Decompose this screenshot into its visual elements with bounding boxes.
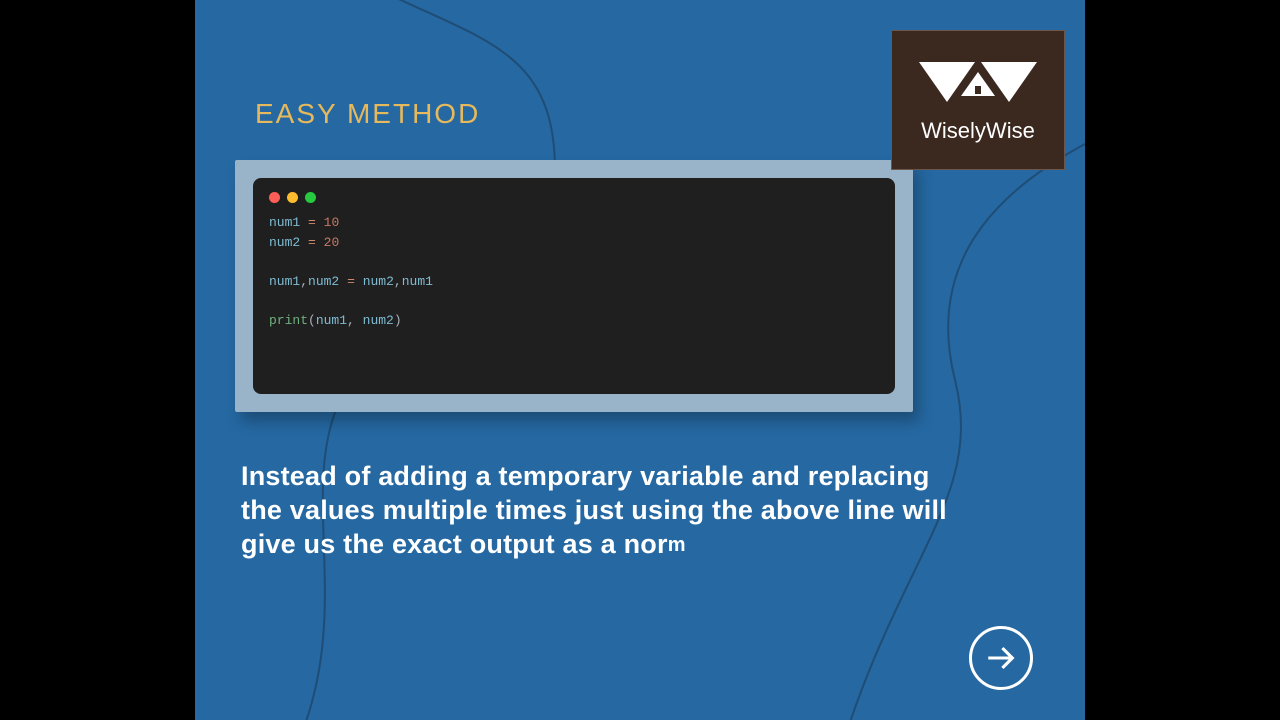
close-icon	[269, 192, 280, 203]
code-snippet: num1 = 10 num2 = 20 num1,num2 = num2,num…	[253, 178, 895, 394]
brand-logo: WiselyWise	[891, 30, 1065, 170]
stage: EASY METHOD num1 = 10 num2 = 20 num1,num…	[0, 0, 1280, 720]
code-text: num1 = 10 num2 = 20 num1,num2 = num2,num…	[269, 213, 879, 330]
brand-name: WiselyWise	[921, 118, 1035, 144]
code-snippet-frame: num1 = 10 num2 = 20 num1,num2 = num2,num…	[235, 160, 913, 412]
slide-heading: EASY METHOD	[255, 98, 480, 130]
window-traffic-lights	[269, 192, 879, 203]
minimize-icon	[287, 192, 298, 203]
body-text-main: Instead of adding a temporary variable a…	[241, 461, 947, 559]
slide: EASY METHOD num1 = 10 num2 = 20 num1,num…	[195, 0, 1085, 720]
arrow-right-icon	[984, 641, 1018, 675]
body-text-typing-tail: m	[668, 534, 686, 556]
maximize-icon	[305, 192, 316, 203]
body-text: Instead of adding a temporary variable a…	[241, 460, 961, 561]
brand-logo-mark	[913, 56, 1043, 112]
next-button[interactable]	[969, 626, 1033, 690]
